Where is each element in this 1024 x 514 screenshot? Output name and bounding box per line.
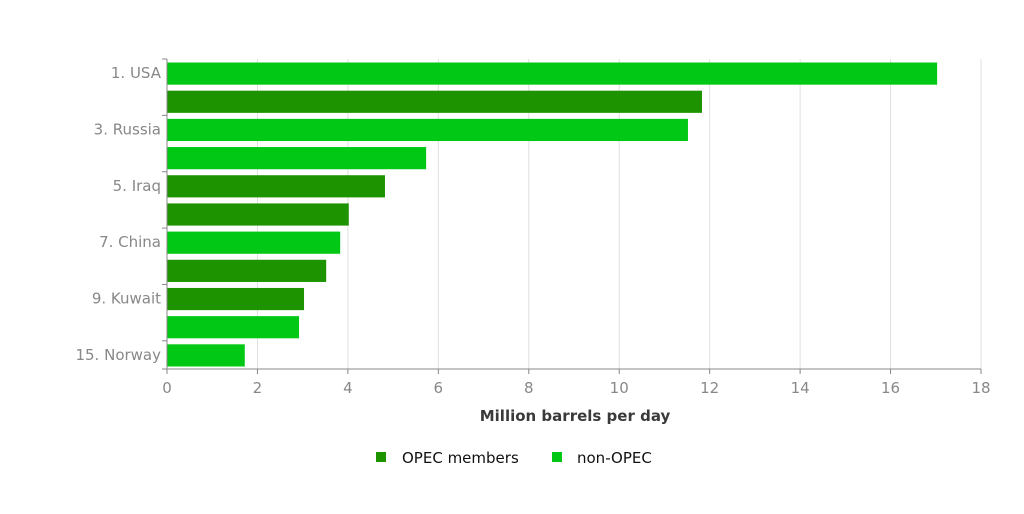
bar	[167, 118, 688, 142]
y-tick-label: 1. USA	[111, 64, 162, 82]
legend-swatch-opec	[376, 452, 386, 462]
x-tick-label: 10	[610, 379, 629, 397]
x-tick-label: 6	[434, 379, 444, 397]
axes: 0 2 4 6 8 10 12 14 16 18 1. USA 3. Russia 5. Iraq 7. …	[75, 58, 991, 397]
bar	[167, 316, 300, 339]
bar	[167, 175, 385, 198]
y-tick-label: 9. Kuwait	[92, 290, 161, 308]
bar	[167, 90, 702, 113]
legend-swatch-non-opec	[552, 452, 562, 462]
bar	[167, 147, 427, 170]
y-tick-label: 7. China	[99, 233, 161, 251]
x-tick-label: 4	[343, 379, 353, 397]
bar	[167, 203, 349, 226]
x-tick-label: 8	[524, 379, 534, 397]
y-tick-label: 3. Russia	[94, 120, 161, 138]
x-tick-label: 18	[971, 379, 990, 397]
x-tick-label: 2	[253, 379, 263, 397]
x-tick-label: 16	[881, 379, 900, 397]
y-tick-label: 15. Norway	[75, 346, 161, 364]
bar	[167, 231, 341, 254]
x-axis-label: Million barrels per day	[480, 407, 671, 425]
bars	[167, 62, 938, 367]
bar	[167, 287, 305, 311]
bar	[167, 344, 245, 367]
y-tick-label: 5. Iraq	[113, 177, 161, 195]
legend-label-non-opec: non-OPEC	[577, 449, 652, 467]
legend: OPEC members non-OPEC	[376, 449, 652, 467]
bar	[167, 259, 327, 282]
legend-label-opec: OPEC members	[402, 449, 519, 467]
x-tick-label: 0	[162, 379, 172, 397]
x-tick-label: 12	[700, 379, 719, 397]
bar	[167, 62, 938, 85]
x-tick-label: 14	[791, 379, 810, 397]
